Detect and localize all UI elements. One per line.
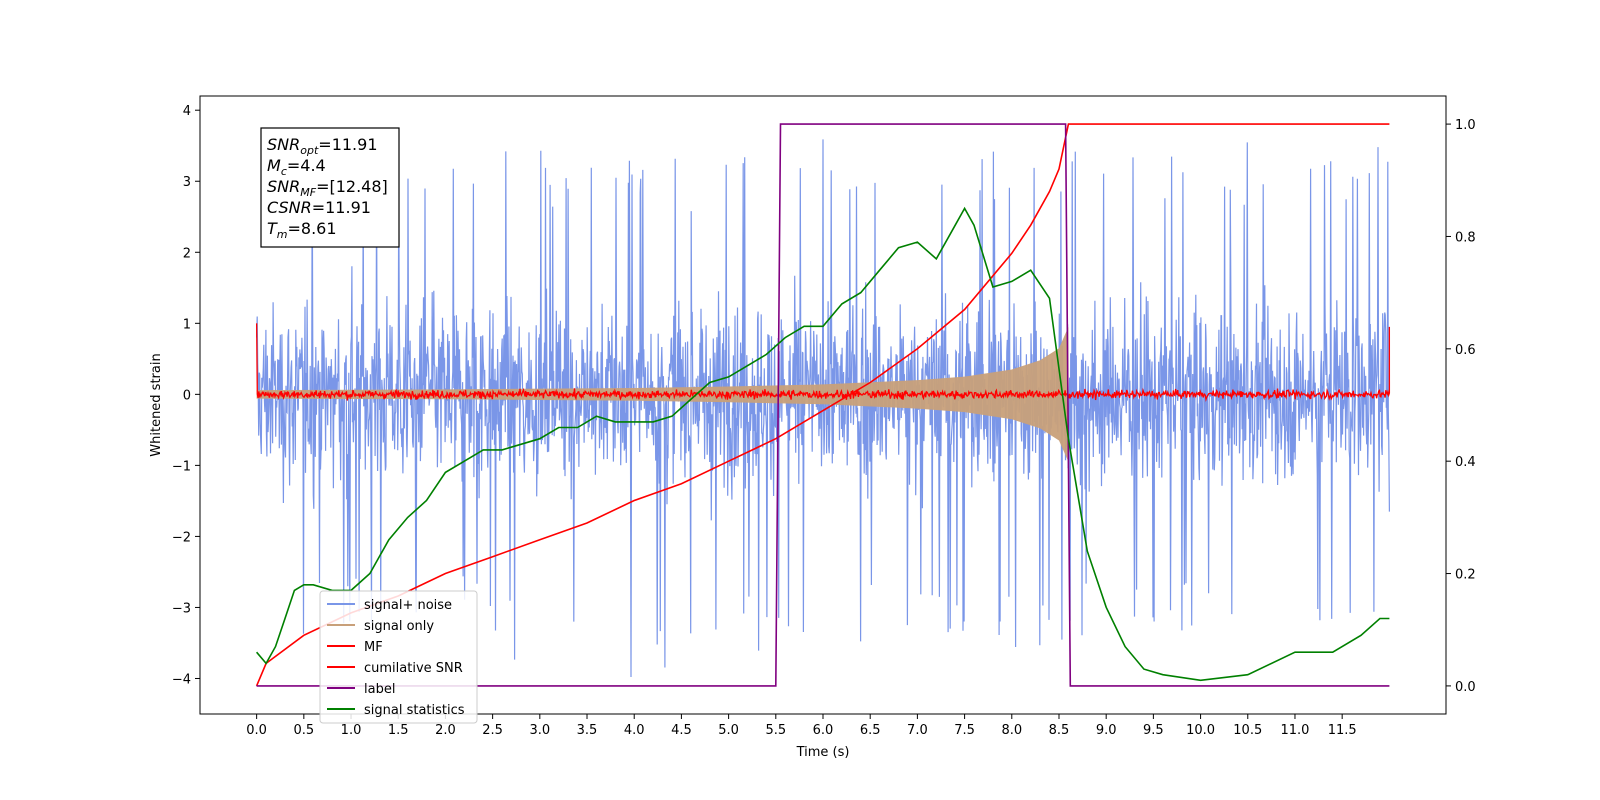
y-tick-label: 2 (183, 246, 191, 261)
y-axis-label: Whitened strain (149, 353, 164, 456)
legend-frame (319, 590, 478, 724)
x-tick-label: 11.5 (1328, 723, 1357, 738)
x-tick-label: 0.5 (293, 723, 314, 738)
legend-label: signal+ noise (364, 598, 452, 613)
series-signal-statistics (255, 206, 1390, 682)
x-tick-label: 11.0 (1280, 723, 1309, 738)
x-axis-label: Time (s) (796, 745, 850, 760)
legend-label: label (364, 682, 395, 697)
x-tick-label: 6.5 (860, 723, 881, 738)
y-right-tick-label: 0.8 (1455, 230, 1476, 245)
annotation-frame (260, 127, 400, 248)
series-signal-noise (256, 139, 1390, 678)
x-tick-label: 4.0 (624, 723, 645, 738)
x-tick-label: 6.0 (813, 723, 834, 738)
annotation-line: Tm=8.61 (267, 219, 337, 241)
x-tick-label: 2.5 (482, 723, 503, 738)
x-tick-label: 7.5 (954, 723, 975, 738)
x-tick-label: 9.5 (1143, 723, 1164, 738)
y-right-tick-label: 0.0 (1455, 680, 1476, 695)
series-signal-only (256, 326, 1069, 462)
y-tick-label: −1 (172, 459, 191, 474)
x-tick-label: 10.5 (1233, 723, 1262, 738)
x-tick-label: 4.5 (671, 723, 692, 738)
y-tick-label: 3 (183, 175, 191, 190)
y-right-tick-label: 0.2 (1455, 568, 1476, 583)
x-tick-label: 8.0 (1001, 723, 1022, 738)
legend-label: MF (364, 640, 383, 655)
x-tick-label: 8.5 (1049, 723, 1070, 738)
legend-label: signal statistics (364, 703, 465, 718)
y-tick-label: −2 (172, 530, 191, 545)
series-label (256, 123, 1390, 687)
y-right-tick-label: 0.6 (1455, 343, 1476, 358)
x-tick-label: 5.0 (718, 723, 739, 738)
x-tick-label: 5.5 (765, 723, 786, 738)
x-tick-label: 3.0 (529, 723, 550, 738)
y-tick-label: −3 (172, 601, 191, 616)
annotation-line: CSNR=11.91 (267, 198, 371, 217)
y-tick-label: −4 (172, 672, 191, 687)
annotation-line: Mc=4.4 (267, 156, 326, 178)
x-tick-label: 10.0 (1186, 723, 1215, 738)
y-tick-label: 4 (183, 104, 191, 119)
legend: signal+ noise signal only MF cumilative SNR… (319, 590, 478, 724)
annotation-line: SNRMF=[12.48] (267, 177, 388, 199)
y-right-tick-label: 0.4 (1455, 455, 1476, 470)
x-tick-label: 1.5 (388, 723, 409, 738)
y-axis-left: 4 3 2 1 0 −1 −2 −3 −4 (172, 104, 200, 687)
legend-label: cumilative SNR (364, 661, 463, 676)
x-tick-label: 1.0 (341, 723, 362, 738)
x-tick-label: 0.0 (246, 723, 267, 738)
x-axis: 0.0 0.5 1.0 1.5 2.0 2.5 3.0 3.5 4.0 4.5 5.0 5.5 6.0 6… (246, 714, 1357, 738)
x-tick-label: 3.5 (577, 723, 598, 738)
x-tick-label: 9.0 (1096, 723, 1117, 738)
x-tick-label: 7.0 (907, 723, 928, 738)
legend-label: signal only (364, 619, 434, 634)
y-tick-label: 0 (183, 388, 191, 403)
annotation-box: SNRopt=11.91Mc=4.4SNRMF=[12.48]CSNR=11.9… (260, 127, 400, 248)
y-axis-right: 1.0 0.8 0.6 0.4 0.2 0.0 (1446, 118, 1476, 695)
x-tick-label: 2.0 (435, 723, 456, 738)
y-right-tick-label: 1.0 (1455, 118, 1476, 133)
y-tick-label: 1 (183, 317, 191, 332)
annotation-line: SNRopt=11.91 (267, 135, 378, 157)
series-mf (255, 323, 1391, 402)
